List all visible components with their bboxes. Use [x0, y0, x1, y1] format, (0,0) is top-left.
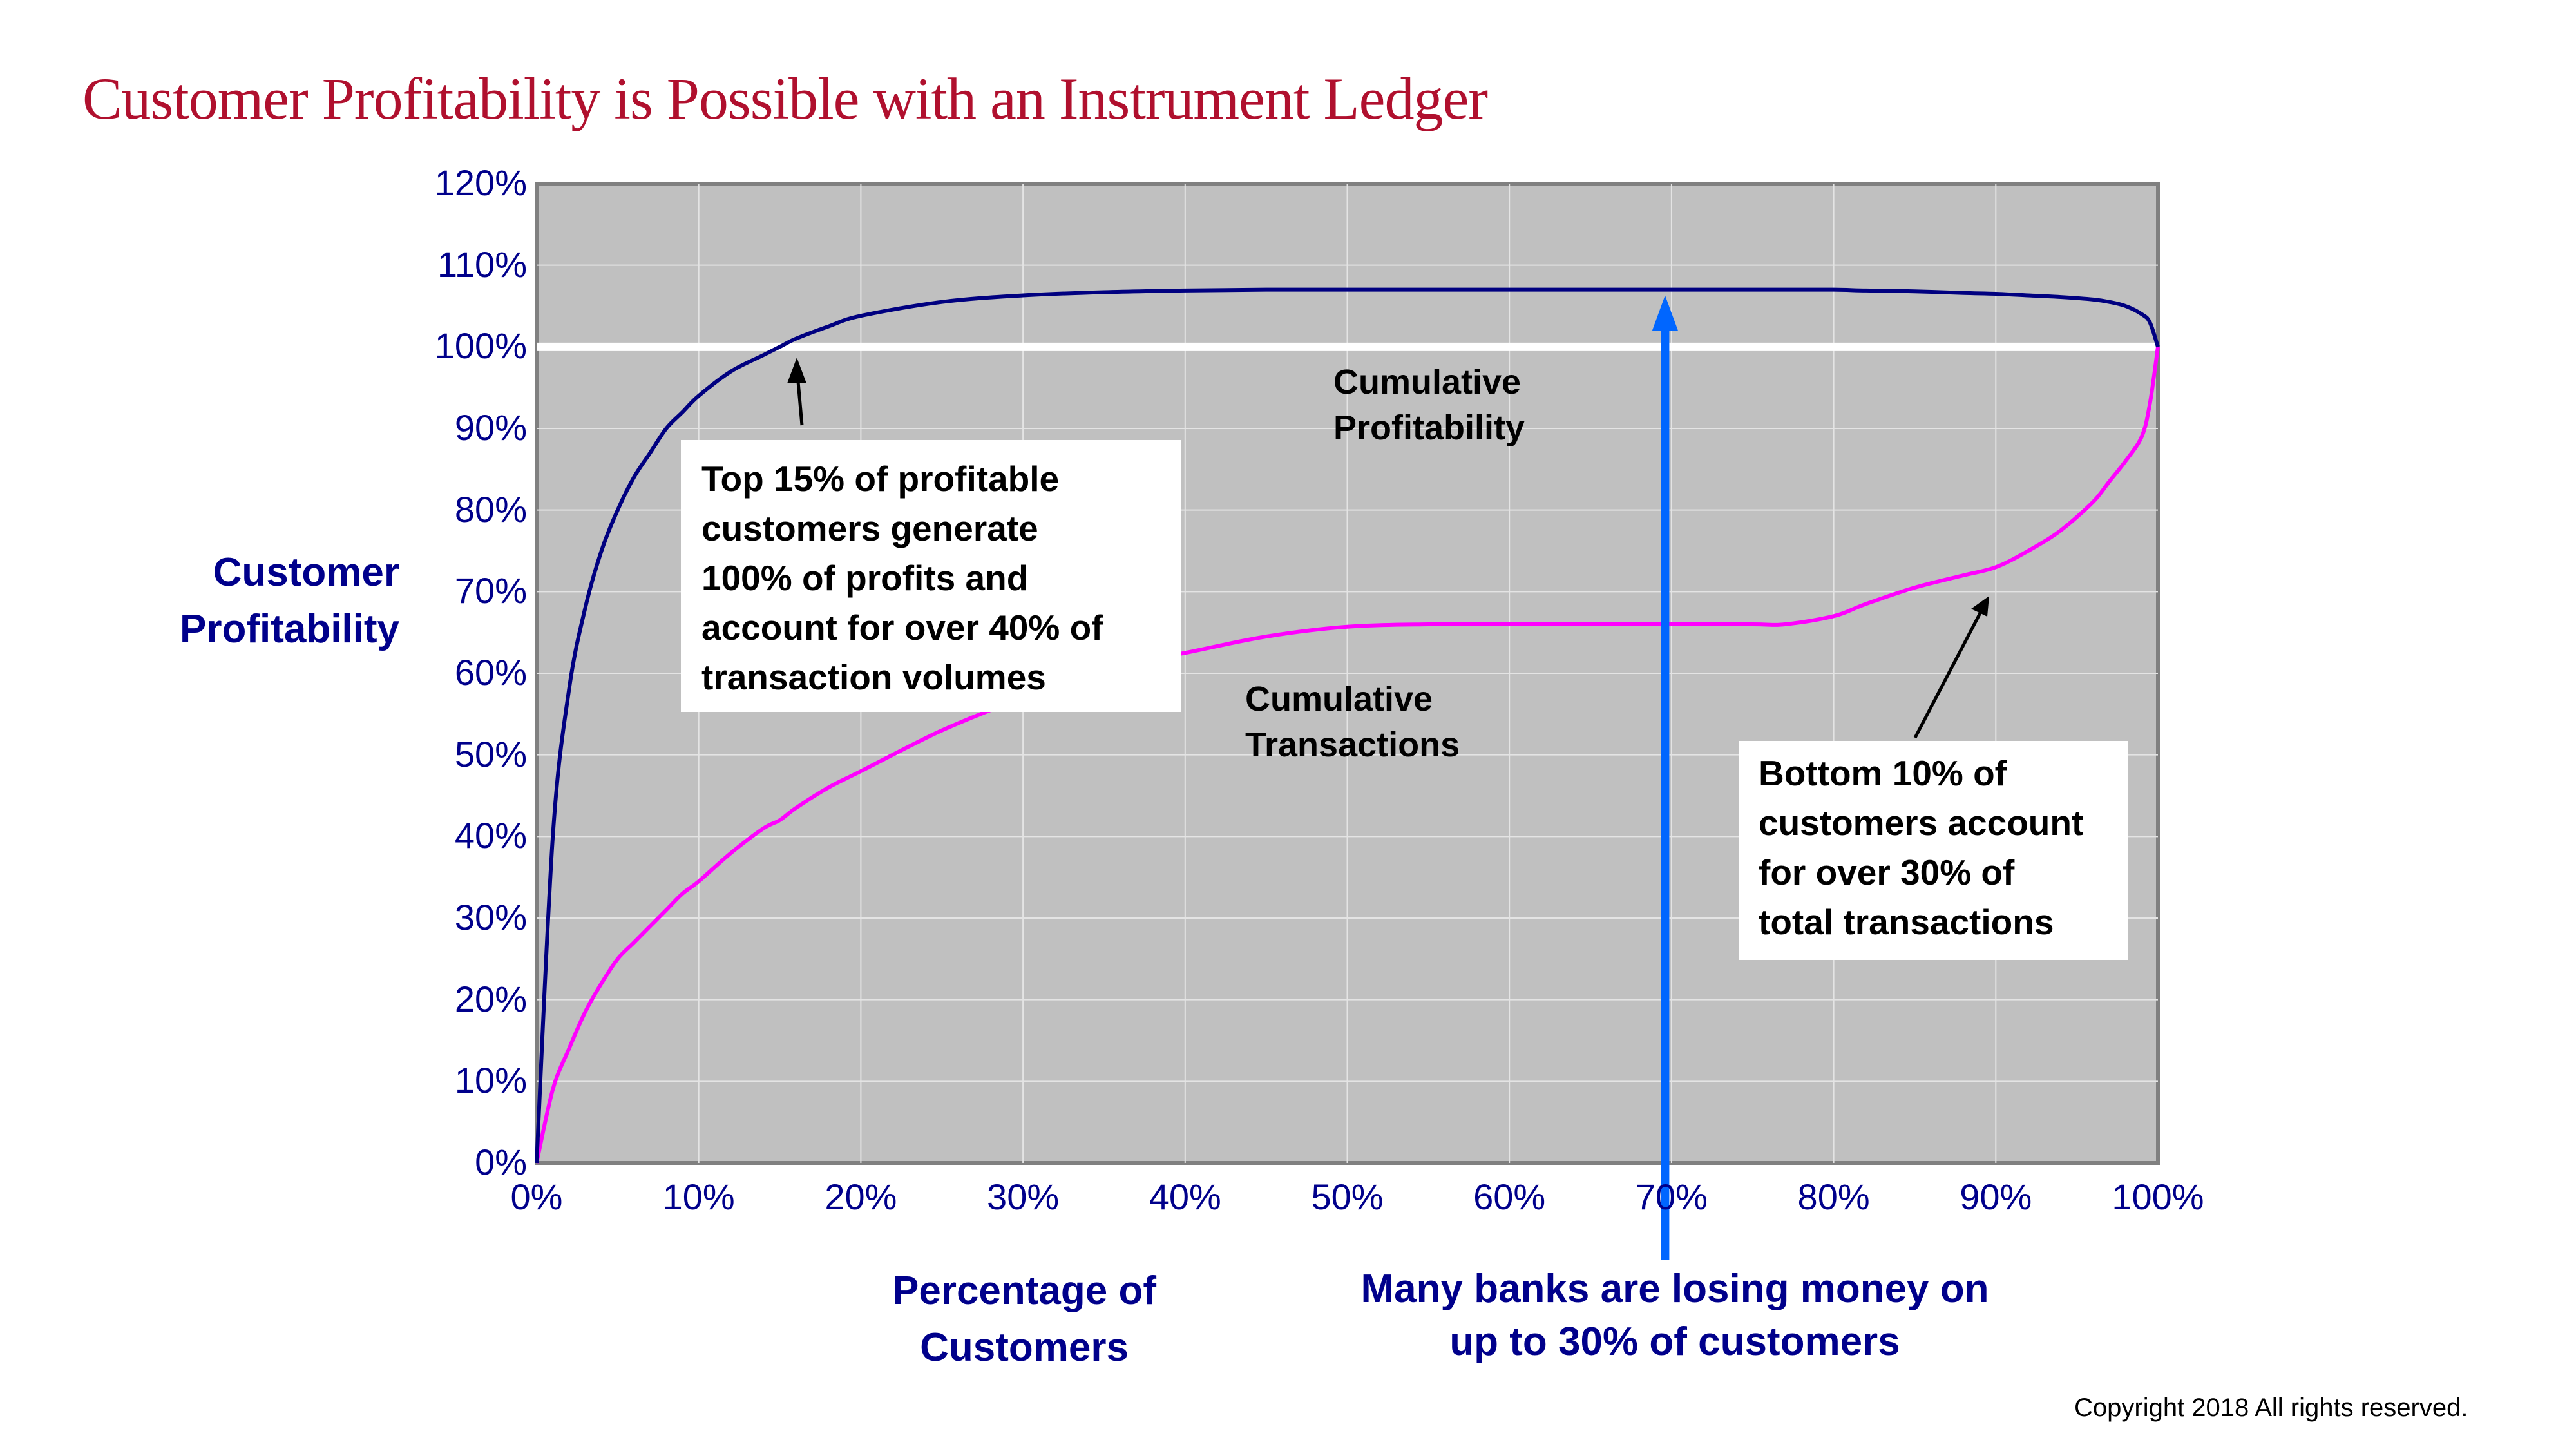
callout-line: Bottom 10% of: [1759, 753, 2007, 793]
callout-line: transaction volumes: [701, 657, 1046, 697]
x-axis-label: Percentage of Customers: [831, 1263, 1217, 1376]
y-tick-label: 80%: [454, 488, 527, 530]
y-axis-label-line: Customer: [213, 550, 399, 595]
y-tick-label: 0%: [475, 1142, 527, 1182]
series-label-transactions: Cumulative Transactions: [1245, 677, 1460, 768]
arrow-up-icon: [1652, 295, 1678, 331]
annotation-arrow-bottom: [1913, 604, 1986, 739]
y-tick-label: 10%: [454, 1060, 527, 1101]
series-label-line: Transactions: [1245, 725, 1460, 764]
y-tick-label: 70%: [454, 570, 527, 611]
callout-line: total transactions: [1759, 902, 2054, 942]
x-tick-label: 20%: [825, 1176, 897, 1217]
series-label-line: Cumulative: [1333, 363, 1522, 401]
callout-bottom-customers: Bottom 10% of customers account for over…: [1739, 741, 2128, 960]
series-label-line: Profitability: [1333, 408, 1525, 447]
y-tick-label: 60%: [454, 652, 527, 693]
note-line: up to 30% of customers: [1449, 1319, 1900, 1364]
x-tick-label: 50%: [1311, 1176, 1384, 1217]
x-axis-label-line: Percentage of: [892, 1269, 1157, 1313]
series-label-profitability: Cumulative Profitability: [1333, 360, 1525, 451]
arrow-head-icon: [1971, 596, 1989, 617]
y-tick-label: 40%: [454, 815, 527, 856]
x-tick-label: 90%: [1960, 1176, 2032, 1217]
note-line: Many banks are losing money on: [1360, 1267, 1989, 1311]
x-axis-label-line: Customers: [920, 1325, 1129, 1370]
x-tick-label: 40%: [1149, 1176, 1221, 1217]
x-tick-label: 100%: [2112, 1176, 2204, 1217]
callout-line: customers account: [1759, 803, 2084, 843]
callout-line: for over 30% of: [1759, 852, 2015, 892]
callout-line: customers generate: [701, 508, 1038, 548]
arrow-head-icon: [787, 358, 806, 383]
callout-line: 100% of profits and: [701, 558, 1029, 598]
x-tick-label: 10%: [662, 1176, 735, 1217]
copyright-notice: Copyright 2018 All rights reserved.: [2074, 1394, 2468, 1422]
x-tick-label: 60%: [1473, 1176, 1546, 1217]
x-tick-label: 30%: [987, 1176, 1060, 1217]
x-tick-label: 70%: [1635, 1176, 1708, 1217]
losing-money-note: Many banks are losing money on up to 30%…: [1256, 1263, 2094, 1368]
callout-top-customers: Top 15% of profitable customers generate…: [681, 440, 1181, 712]
x-tick-label: 80%: [1797, 1176, 1870, 1217]
y-tick-label: 110%: [437, 244, 527, 285]
callout-line: account for over 40% of: [701, 608, 1103, 648]
cumulative-transactions-line: [535, 346, 2160, 1164]
y-tick-label: 30%: [454, 897, 527, 937]
y-tick-label: 50%: [454, 733, 527, 774]
y-axis-label-line: Profitability: [179, 607, 399, 651]
series-label-line: Cumulative: [1245, 680, 1433, 718]
y-axis-label: Customer Profitability: [97, 544, 399, 658]
page-title: Customer Profitability is Possible with …: [82, 66, 1488, 131]
y-tick-label: 120%: [434, 162, 527, 203]
callout-line: Top 15% of profitable: [701, 459, 1060, 499]
y-tick-label: 100%: [434, 325, 527, 367]
y-tick-label: 90%: [454, 407, 527, 448]
x-tick-label: 0%: [510, 1176, 563, 1217]
cumulative-profitability-line: [535, 287, 2160, 1164]
y-tick-label: 20%: [454, 978, 527, 1019]
